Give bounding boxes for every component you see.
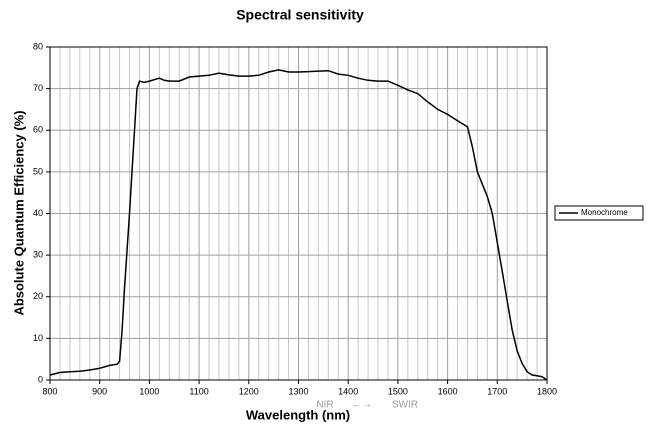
x-tick-label: 800	[42, 386, 57, 396]
y-tick-label: 0	[38, 374, 43, 384]
chart-title: Spectral sensitivity	[236, 7, 364, 23]
series-line	[49, 69, 548, 381]
y-tick-label: 30	[33, 250, 43, 260]
annotation: SWIR	[392, 400, 418, 411]
y-tick-label: 20	[33, 291, 43, 301]
x-tick-label: 1700	[487, 386, 507, 396]
x-tick-label: 1500	[388, 386, 408, 396]
annotation: NIR	[316, 400, 333, 411]
y-tick-label: 50	[33, 166, 43, 176]
x-tick-label: 1800	[537, 386, 557, 396]
x-tick-label: 900	[92, 386, 107, 396]
x-tick-label: 1600	[438, 386, 458, 396]
y-tick-label: 70	[33, 83, 43, 93]
x-tick-label: 1000	[139, 386, 159, 396]
plot-frame	[49, 46, 548, 381]
y-axis-label: Absolute Quantum Efficiency (%)	[11, 110, 26, 315]
y-tick-label: 40	[33, 208, 43, 218]
y-tick-label: 10	[33, 333, 43, 343]
x-tick-label: 1200	[239, 386, 259, 396]
x-tick-label: 1400	[338, 386, 358, 396]
annotation: ←→	[352, 400, 372, 411]
x-axis-label: Wavelength (nm)	[246, 407, 350, 422]
y-tick-label: 60	[33, 125, 43, 135]
y-tick-label: 80	[33, 41, 43, 51]
x-tick-label: 1100	[189, 386, 208, 396]
legend-label: Monochrome	[581, 208, 628, 217]
legend-box	[554, 205, 644, 221]
x-tick-label: 1300	[288, 386, 308, 396]
